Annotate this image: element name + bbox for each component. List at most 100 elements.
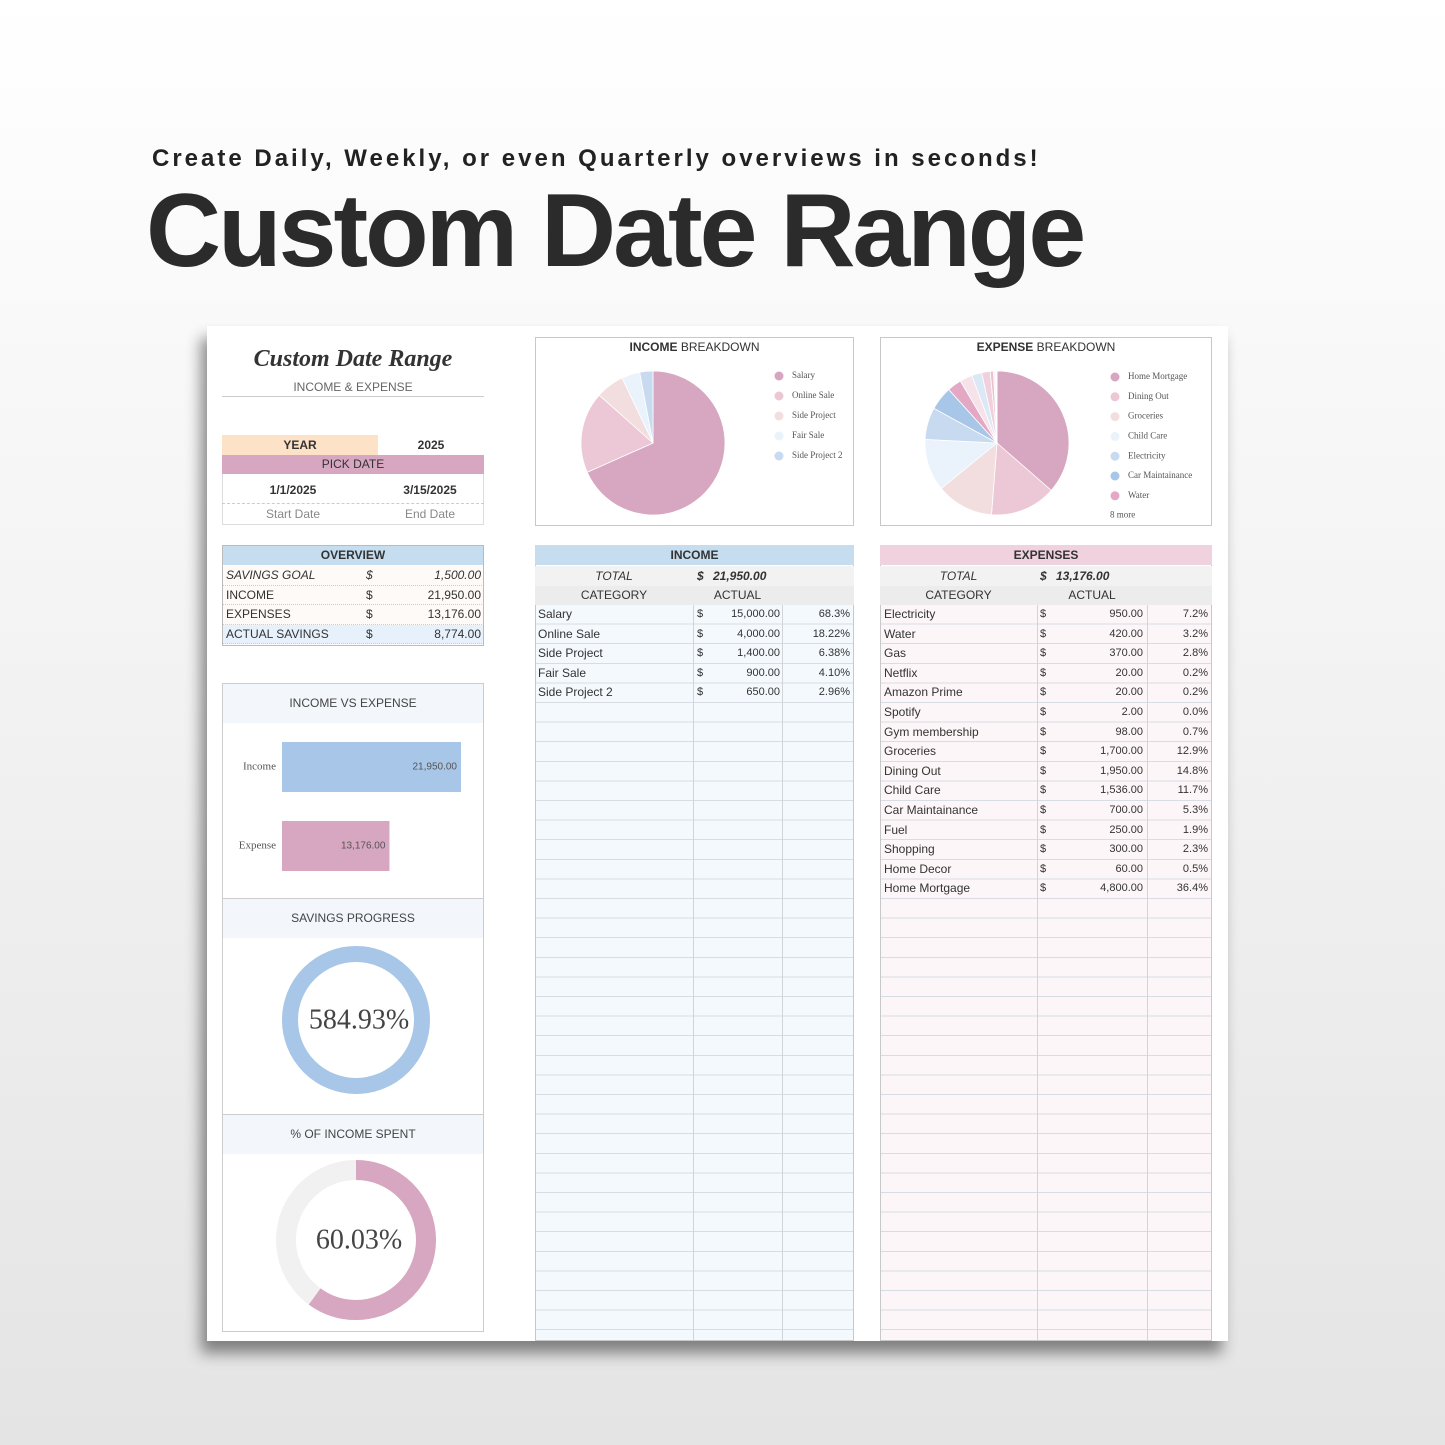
year-label: YEAR — [222, 435, 378, 455]
amount-cell: 4,000.00 — [737, 627, 780, 640]
currency-cell: $ — [1040, 725, 1047, 738]
percent-cell: 5.3% — [1182, 804, 1208, 816]
percent-cell: 12.9% — [1176, 745, 1208, 758]
amount-cell: 4,800.00 — [1100, 882, 1143, 895]
end-label: End Date — [404, 507, 456, 521]
category-cell: Child Care — [884, 783, 941, 798]
total-label: TOTAL — [939, 569, 978, 583]
category-cell: Salary — [538, 607, 573, 621]
pie-slice — [586, 370, 726, 516]
legend-label: Online Sale — [792, 390, 834, 400]
chart-title-part: INCOME — [629, 340, 677, 354]
divider — [222, 396, 484, 397]
overview-row — [222, 605, 484, 625]
year-value: 2025 — [417, 438, 445, 452]
sheet-title: Custom Date Range — [253, 346, 453, 372]
column-rule — [1147, 586, 1148, 1341]
sheet-subtitle: INCOME & EXPENSE — [293, 380, 413, 394]
column-rule — [693, 586, 694, 1341]
column-header: ACTUAL — [1068, 588, 1116, 602]
donut-label: 60.03% — [316, 1224, 402, 1255]
category-cell: Car Maintainance — [884, 803, 979, 817]
overview-label: SAVINGS GOAL — [226, 568, 316, 582]
header-row — [535, 586, 854, 605]
bar-category: Expense — [239, 840, 276, 852]
legend-swatch — [774, 411, 784, 421]
category-cell: Home Decor — [884, 861, 952, 876]
currency-cell: $ — [1040, 764, 1047, 777]
legend-label: Side Project — [792, 410, 836, 420]
category-cell: Netflix — [884, 665, 918, 680]
percent-cell: 0.2% — [1182, 686, 1208, 699]
overview-label: INCOME — [226, 587, 274, 602]
currency-cell: $ — [1040, 843, 1047, 856]
percent-cell: 0.5% — [1182, 862, 1208, 875]
headline: Custom Date Range — [146, 173, 1086, 289]
category-cell: Amazon Prime — [884, 685, 963, 700]
pick-date: PICK DATE — [222, 455, 484, 474]
currency-cell: $ — [697, 686, 704, 699]
pie-slice — [580, 394, 654, 473]
amount-cell: 60.00 — [1115, 862, 1143, 875]
donut-arc — [276, 1160, 436, 1320]
chart-frame — [880, 337, 1212, 526]
amount-cell: 1,950.00 — [1100, 764, 1143, 777]
percent-cell: 2.96% — [818, 686, 850, 699]
pie-slice — [639, 370, 654, 444]
category-cell: Home Mortgage — [884, 881, 971, 896]
amount-cell: 1,536.00 — [1100, 784, 1143, 797]
pie-slice — [940, 442, 998, 516]
chart-title-part: EXPENSE — [977, 340, 1034, 354]
bar — [282, 742, 461, 792]
amount-cell: 98.00 — [1115, 725, 1143, 738]
total-currency: $ — [1040, 569, 1047, 583]
total-label: TOTAL — [595, 569, 633, 583]
amount-cell: 950.00 — [1109, 608, 1143, 620]
legend-swatch — [1110, 412, 1120, 422]
amount-cell: 15,000.00 — [731, 608, 780, 620]
legend-label: Fair Sale — [792, 430, 824, 440]
currency-cell: $ — [1040, 823, 1047, 836]
total-value: 13,176.00 — [1056, 569, 1110, 583]
currency-cell: $ — [1040, 882, 1047, 895]
currency-cell: $ — [1040, 647, 1047, 660]
amount-cell: 300.00 — [1109, 843, 1143, 856]
percent-cell: 18.22% — [812, 627, 850, 640]
legend-label: Dining Out — [1128, 391, 1169, 401]
column-rule — [1037, 586, 1038, 1341]
overview-value: 8,774.00 — [434, 626, 481, 641]
amount-cell: 20.00 — [1115, 686, 1143, 699]
currency-cell: $ — [1040, 784, 1047, 797]
date-divider — [222, 503, 484, 504]
currency-cell: $ — [697, 608, 704, 620]
donut-label: 584.93% — [309, 1004, 409, 1035]
table-body — [880, 605, 1212, 1341]
legend-swatch — [774, 391, 784, 401]
percent-cell: 7.2% — [1182, 608, 1208, 620]
legend-label: Electricity — [1128, 450, 1166, 460]
overview-row — [222, 585, 484, 606]
bar-value-label: 13,176.00 — [341, 841, 386, 852]
category-cell: Side Project — [538, 646, 603, 661]
chart-title-part: BREAKDOWN — [1037, 340, 1116, 354]
table-title: EXPENSES — [880, 545, 1212, 565]
amount-cell: 20.00 — [1115, 666, 1143, 679]
legend-label: Water — [1128, 490, 1149, 500]
category-cell: Water — [884, 626, 916, 641]
overview-currency: $ — [366, 607, 373, 622]
currency-cell: $ — [1040, 686, 1047, 699]
currency-cell: $ — [1040, 608, 1047, 620]
currency-cell: $ — [1040, 804, 1047, 816]
amount-cell: 250.00 — [1109, 823, 1143, 836]
category-cell: Dining Out — [884, 763, 941, 778]
legend-swatch — [1110, 392, 1120, 402]
percent-cell: 6.38% — [818, 647, 850, 660]
currency-cell: $ — [697, 647, 704, 660]
header-row — [880, 586, 1212, 605]
table-body — [535, 605, 854, 1341]
category-cell: Gas — [884, 646, 907, 661]
panel-header — [223, 899, 483, 938]
overview-value: 21,950.00 — [427, 587, 481, 602]
